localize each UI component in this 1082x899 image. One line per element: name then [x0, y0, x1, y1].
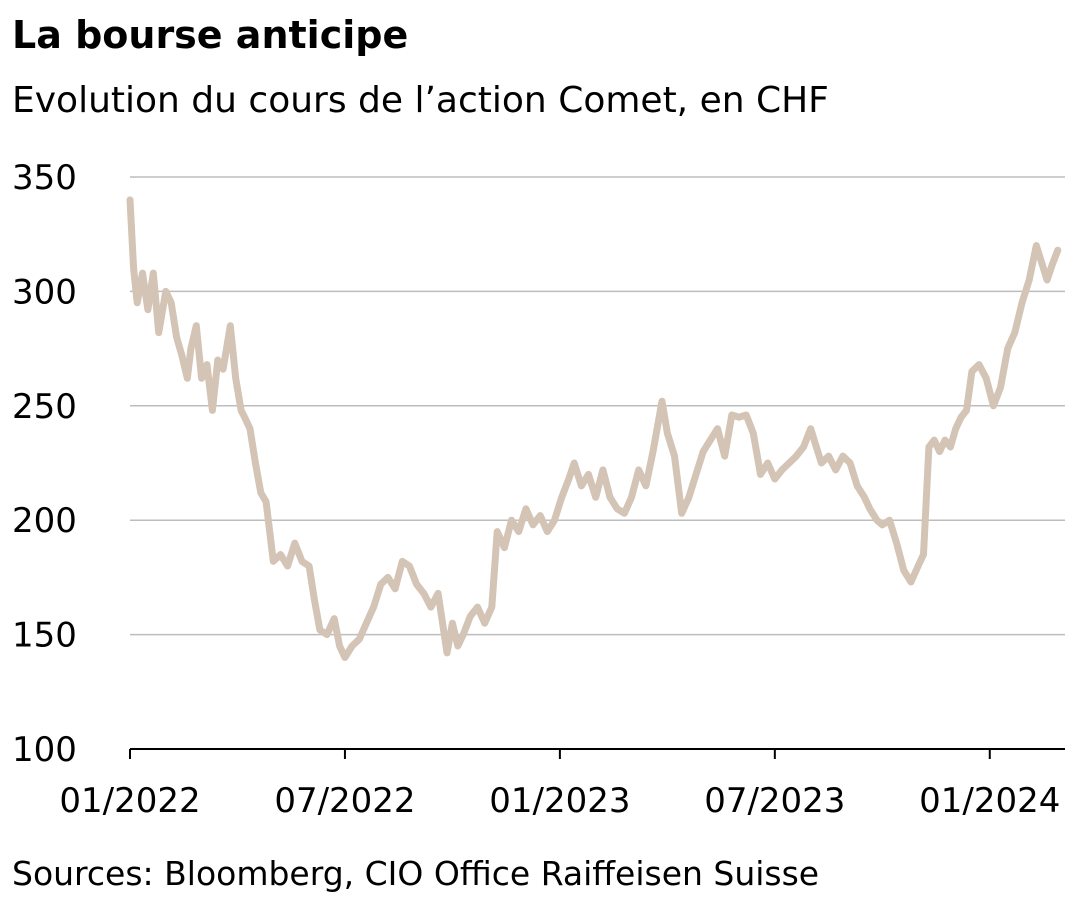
chart-subtitle: Evolution du cours de l’action Comet, en…	[12, 80, 829, 121]
y-tick-label: 200	[12, 501, 77, 541]
x-tick-label: 07/2023	[704, 781, 845, 821]
y-tick-label: 300	[12, 272, 77, 312]
y-tick-label: 250	[12, 387, 77, 427]
x-tick-label: 01/2023	[489, 781, 630, 821]
chart-title: La bourse anticipe	[12, 13, 408, 57]
y-tick-label: 350	[12, 158, 77, 198]
y-tick-label: 100	[12, 730, 77, 770]
price-line	[126, 196, 1062, 661]
x-tick-label: 01/2024	[919, 781, 1060, 821]
source-note: Sources: Bloomberg, CIO Office Raiffeise…	[12, 854, 819, 893]
y-tick-label: 150	[12, 616, 77, 656]
x-tick-label: 01/2022	[59, 781, 200, 821]
x-tick-label: 07/2022	[274, 781, 415, 821]
